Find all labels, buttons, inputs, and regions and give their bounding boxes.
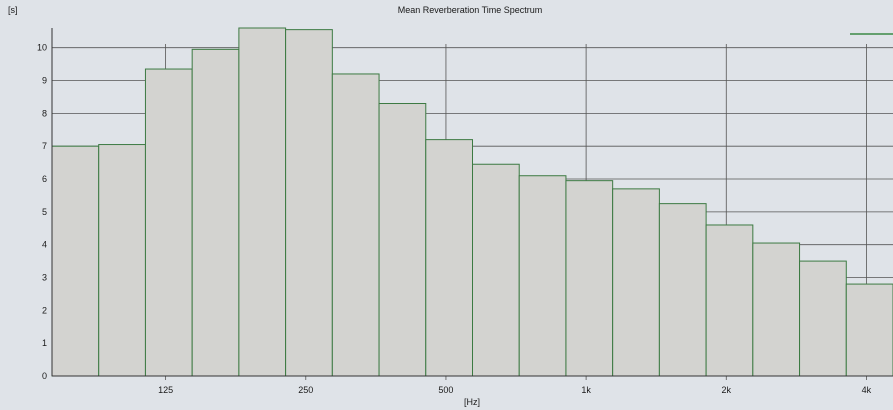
bars (51, 27, 893, 377)
x-axis-unit-label: [Hz] (464, 397, 480, 407)
bar (472, 163, 520, 377)
bar (799, 260, 847, 377)
tick-labels: 0 1 2 3 4 5 6 7 8 9 10 125 250 500 1k 2k 4k (37, 43, 872, 395)
bar (612, 188, 660, 377)
x-tick-label: 1k (581, 385, 591, 395)
bar (144, 68, 193, 377)
x-tick-label: 250 (298, 385, 313, 395)
x-tick-label: 500 (438, 385, 453, 395)
bar (51, 145, 100, 377)
x-tick-label: 4k (862, 385, 872, 395)
y-tick-label: 2 (42, 305, 47, 315)
chart-title: Mean Reverberation Time Spectrum (398, 5, 543, 15)
bar (98, 144, 146, 377)
bar (378, 103, 427, 377)
bar (752, 242, 801, 377)
y-tick-label: 0 (42, 371, 47, 381)
x-tick-label: 125 (158, 385, 173, 395)
bar (425, 139, 473, 377)
y-tick-label: 9 (42, 76, 47, 86)
bar (658, 203, 707, 377)
bar (518, 175, 567, 377)
y-tick-label: 5 (42, 207, 47, 217)
bar (845, 283, 893, 377)
bar (565, 180, 614, 377)
bar (705, 224, 754, 377)
y-tick-label: 10 (37, 43, 47, 53)
y-tick-label: 8 (42, 108, 47, 118)
y-tick-label: 6 (42, 174, 47, 184)
bar (331, 73, 380, 377)
y-tick-label: 4 (42, 240, 47, 250)
x-tick-label: 2k (722, 385, 732, 395)
y-tick-label: 3 (42, 273, 47, 283)
axes (51, 28, 893, 377)
y-axis-unit-label: [s] (8, 5, 18, 15)
bar (285, 29, 333, 377)
y-tick-label: 1 (42, 338, 47, 348)
bar (238, 27, 287, 377)
y-tick-label: 7 (42, 141, 47, 151)
bar (191, 48, 240, 377)
